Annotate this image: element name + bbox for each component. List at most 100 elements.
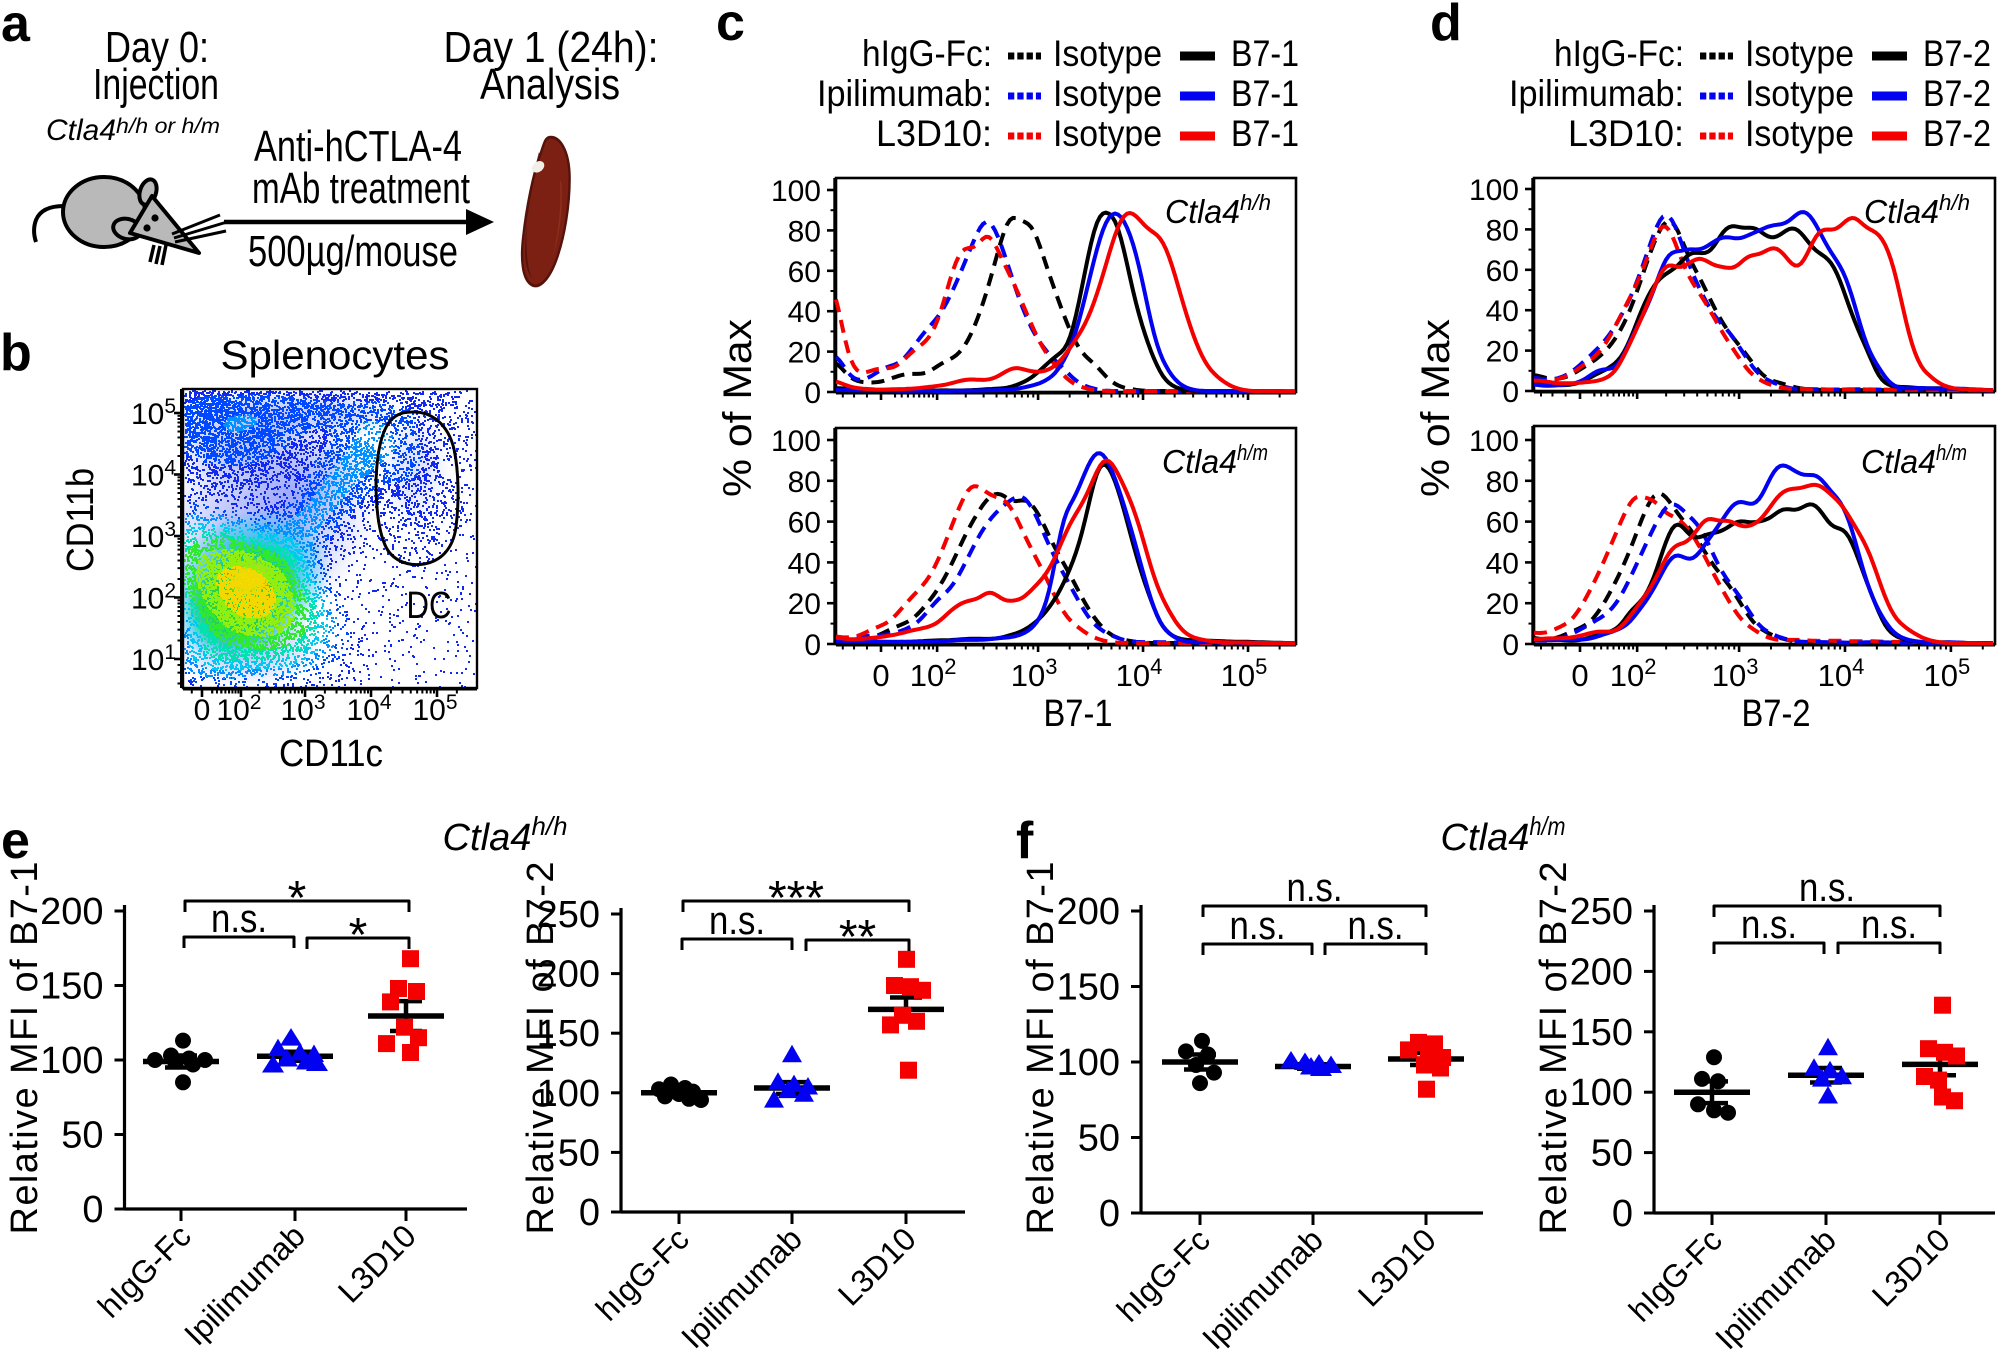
svg-text:B7-1: B7-1 xyxy=(1231,73,1299,114)
svg-text:Isotype: Isotype xyxy=(1745,113,1854,154)
svg-text:Isotype: Isotype xyxy=(1053,113,1162,154)
svg-text:Day 1 (24h):: Day 1 (24h): xyxy=(444,23,659,72)
svg-text:20: 20 xyxy=(1486,588,1519,621)
svg-text:Splenocytes: Splenocytes xyxy=(221,332,450,378)
svg-text:60: 60 xyxy=(788,256,821,289)
svg-text:102: 102 xyxy=(131,580,176,616)
svg-text:0: 0 xyxy=(1502,629,1519,662)
svg-text:0: 0 xyxy=(1612,1193,1633,1235)
svg-text:L3D10:: L3D10: xyxy=(1568,113,1684,154)
svg-text:60: 60 xyxy=(1486,507,1519,540)
svg-text:DC: DC xyxy=(407,585,452,627)
svg-text:103: 103 xyxy=(1011,654,1058,693)
svg-text:n.s.: n.s. xyxy=(1861,903,1917,947)
svg-text:B7-2: B7-2 xyxy=(1923,33,1991,74)
svg-text:Ctla4h/m: Ctla4h/m xyxy=(1441,811,1566,859)
svg-text:d: d xyxy=(1430,0,1462,52)
svg-text:200: 200 xyxy=(1570,951,1633,993)
svg-text:105: 105 xyxy=(1924,654,1971,693)
svg-text:mAb treatment: mAb treatment xyxy=(252,164,470,213)
svg-text:200: 200 xyxy=(40,891,103,933)
svg-text:105: 105 xyxy=(412,691,457,727)
svg-text:Relative MFI of B7-1: Relative MFI of B7-1 xyxy=(1020,862,1062,1235)
svg-text:100: 100 xyxy=(1057,1042,1120,1084)
svg-text:n.s.: n.s. xyxy=(1799,866,1855,910)
svg-text:104: 104 xyxy=(1116,654,1163,693)
svg-text:hIgG-Fc:: hIgG-Fc: xyxy=(862,33,992,74)
svg-text:Ctla4h/h: Ctla4h/h xyxy=(1165,190,1271,230)
svg-text:Relative MFI of B7-2: Relative MFI of B7-2 xyxy=(520,862,562,1235)
svg-text:102: 102 xyxy=(910,654,957,693)
svg-text:**: ** xyxy=(839,911,876,964)
svg-text:B7-1: B7-1 xyxy=(1044,693,1113,735)
svg-text:102: 102 xyxy=(1610,654,1657,693)
svg-text:Injection: Injection xyxy=(93,60,219,109)
svg-text:n.s.: n.s. xyxy=(211,897,267,941)
svg-text:Isotype: Isotype xyxy=(1745,73,1854,114)
svg-text:0: 0 xyxy=(1099,1193,1120,1235)
svg-text:n.s.: n.s. xyxy=(709,899,765,943)
svg-text:200: 200 xyxy=(1057,891,1120,933)
svg-text:***: *** xyxy=(768,872,824,925)
svg-text:150: 150 xyxy=(537,1013,600,1055)
svg-text:Relative MFI of B7-2: Relative MFI of B7-2 xyxy=(1533,862,1575,1235)
svg-text:Ipilimumab:: Ipilimumab: xyxy=(1509,73,1684,114)
svg-text:B7-2: B7-2 xyxy=(1923,73,1991,114)
svg-text:Ctla4h/h: Ctla4h/h xyxy=(443,811,568,859)
svg-text:104: 104 xyxy=(1818,654,1865,693)
svg-text:CD11b: CD11b xyxy=(60,468,102,572)
svg-text:20: 20 xyxy=(788,337,821,370)
svg-text:0: 0 xyxy=(804,377,821,410)
svg-text:40: 40 xyxy=(788,547,821,580)
svg-text:103: 103 xyxy=(1712,654,1759,693)
svg-text:0: 0 xyxy=(1502,376,1519,409)
svg-text:60: 60 xyxy=(788,507,821,540)
svg-text:100: 100 xyxy=(1469,425,1519,458)
svg-text:% of Max: % of Max xyxy=(1414,319,1458,497)
svg-text:103: 103 xyxy=(131,518,176,554)
svg-text:100: 100 xyxy=(40,1040,103,1082)
svg-text:50: 50 xyxy=(61,1115,103,1157)
svg-text:CD11c: CD11c xyxy=(279,733,383,775)
svg-text:% of Max: % of Max xyxy=(716,319,760,497)
svg-text:20: 20 xyxy=(788,588,821,621)
svg-text:Ctla4h/h: Ctla4h/h xyxy=(1864,190,1970,230)
svg-text:L3D10:: L3D10: xyxy=(876,113,992,154)
svg-text:100: 100 xyxy=(1570,1072,1633,1114)
svg-text:80: 80 xyxy=(1486,466,1519,499)
svg-text:20: 20 xyxy=(1486,336,1519,369)
svg-text:Isotype: Isotype xyxy=(1053,33,1162,74)
svg-text:100: 100 xyxy=(1469,174,1519,207)
svg-text:0: 0 xyxy=(804,629,821,662)
svg-text:80: 80 xyxy=(788,466,821,499)
svg-text:100: 100 xyxy=(771,425,821,458)
svg-text:105: 105 xyxy=(131,395,176,431)
svg-text:102: 102 xyxy=(216,691,261,727)
svg-text:103: 103 xyxy=(280,691,325,727)
svg-text:0: 0 xyxy=(82,1189,103,1231)
svg-text:100: 100 xyxy=(537,1073,600,1115)
svg-text:*: * xyxy=(288,872,307,925)
svg-text:n.s.: n.s. xyxy=(1348,904,1404,948)
svg-text:150: 150 xyxy=(1570,1012,1633,1054)
svg-text:Isotype: Isotype xyxy=(1745,33,1854,74)
svg-text:Ctla4h/m: Ctla4h/m xyxy=(1162,440,1268,480)
svg-text:80: 80 xyxy=(788,215,821,248)
svg-text:0: 0 xyxy=(194,694,211,727)
svg-text:0: 0 xyxy=(872,658,889,693)
svg-text:n.s.: n.s. xyxy=(1230,904,1286,948)
svg-text:Anti-hCTLA-4: Anti-hCTLA-4 xyxy=(254,122,462,171)
svg-text:200: 200 xyxy=(537,954,600,996)
svg-text:Ipilimumab:: Ipilimumab: xyxy=(817,73,992,114)
svg-text:250: 250 xyxy=(537,894,600,936)
svg-text:e: e xyxy=(1,812,30,870)
svg-text:101: 101 xyxy=(131,641,176,677)
svg-text:b: b xyxy=(0,324,32,382)
svg-text:Day 0:: Day 0: xyxy=(105,23,209,72)
svg-text:40: 40 xyxy=(788,296,821,329)
svg-text:f: f xyxy=(1016,812,1034,870)
svg-text:*: * xyxy=(349,909,368,962)
svg-text:c: c xyxy=(716,0,745,52)
svg-text:n.s.: n.s. xyxy=(1287,866,1343,910)
svg-text:a: a xyxy=(1,0,31,53)
